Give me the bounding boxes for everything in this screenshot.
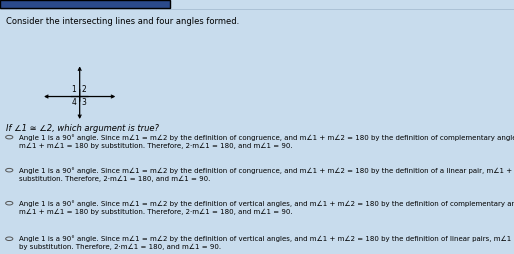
Text: 3: 3: [81, 98, 86, 107]
Text: If ∠1 ≅ ∠2, which argument is true?: If ∠1 ≅ ∠2, which argument is true?: [6, 124, 159, 133]
Text: Angle 1 is a 90° angle. Since m∠1 = m∠2 by the definition of congruence, and m∠1: Angle 1 is a 90° angle. Since m∠1 = m∠2 …: [19, 167, 514, 182]
FancyBboxPatch shape: [0, 0, 170, 8]
Circle shape: [6, 168, 13, 172]
Text: Consider the intersecting lines and four angles formed.: Consider the intersecting lines and four…: [6, 17, 240, 25]
Text: 4: 4: [71, 98, 76, 107]
Circle shape: [6, 237, 13, 241]
Text: Angle 1 is a 90° angle. Since m∠1 = m∠2 by the definition of vertical angles, an: Angle 1 is a 90° angle. Since m∠1 = m∠2 …: [19, 200, 514, 215]
Text: 1: 1: [71, 85, 76, 94]
Text: 2: 2: [81, 85, 86, 94]
Text: Angle 1 is a 90° angle. Since m∠1 = m∠2 by the definition of congruence, and m∠1: Angle 1 is a 90° angle. Since m∠1 = m∠2 …: [19, 134, 514, 149]
Circle shape: [6, 201, 13, 205]
Circle shape: [6, 135, 13, 139]
Text: Angle 1 is a 90° angle. Since m∠1 = m∠2 by the definition of vertical angles, an: Angle 1 is a 90° angle. Since m∠1 = m∠2 …: [19, 235, 514, 250]
